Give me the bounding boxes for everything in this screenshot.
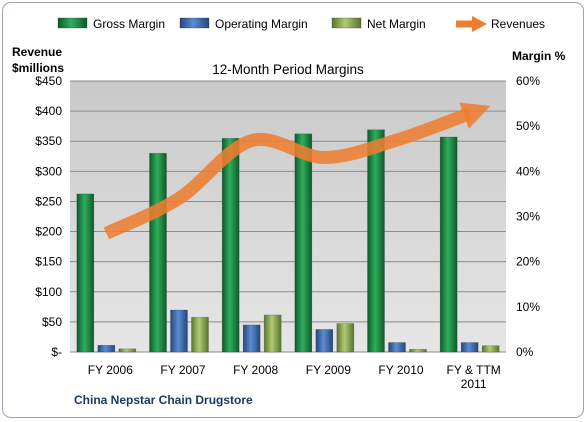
legend-swatch <box>179 17 210 29</box>
revenue-series <box>103 102 491 240</box>
right-tick-label: 30% <box>516 210 540 224</box>
x-tick-label: FY 2009 <box>306 363 351 377</box>
bar-gross-margin <box>76 193 95 353</box>
x-axis-ticks: FY 2006 FY 2007 FY 2008 FY 2009 FY 2010 FY & … <box>88 363 501 391</box>
legend-item-net-margin: Net Margin <box>331 17 426 31</box>
left-tick-label: $350 <box>35 134 62 148</box>
bar-net-margin <box>336 323 355 353</box>
x-tick-label: FY 2010 <box>378 363 423 377</box>
left-axis-ticks: $- $50 $100 $150 $200 $250 $300 $350 $400 $450 <box>35 74 62 359</box>
legend: Gross Margin Operating Margin Net Margin Re… <box>57 16 545 32</box>
left-axis-label-line2: $millions <box>12 61 64 75</box>
legend-item-gross-margin: Gross Margin <box>57 17 165 31</box>
x-tick-label: FY 2006 <box>88 363 133 377</box>
revenue-line <box>103 102 491 240</box>
right-tick-label: 60% <box>516 74 540 88</box>
left-tick-label: $400 <box>35 104 62 118</box>
right-tick-label: 20% <box>516 255 540 269</box>
bar-operating-margin <box>388 342 406 353</box>
gridlines <box>70 80 506 353</box>
right-tick-label: 0% <box>516 345 534 359</box>
right-tick-label: 40% <box>516 164 540 178</box>
left-tick-label: $150 <box>35 255 62 269</box>
left-tick-label: $250 <box>35 194 62 208</box>
legend-label: Operating Margin <box>215 17 308 31</box>
company-name: China Nepstar Chain Drugstore <box>74 393 253 407</box>
left-tick-label: $- <box>51 345 62 359</box>
right-axis-ticks: 0% 10% 20% 30% 40% 50% 60% <box>516 74 540 359</box>
chart-title: 12-Month Period Margins <box>212 62 364 77</box>
x-tick-label: FY & TTM <box>447 363 501 377</box>
left-tick-label: $450 <box>35 74 62 88</box>
left-tick-label: $100 <box>35 285 62 299</box>
x-tick-label: FY 2008 <box>233 363 278 377</box>
legend-label: Gross Margin <box>93 17 165 31</box>
bar-gross-margin <box>149 152 167 353</box>
left-tick-label: $300 <box>35 164 62 178</box>
legend-item-revenues: Revenues <box>456 16 545 32</box>
right-tick-label: 50% <box>516 119 540 133</box>
bar-net-margin <box>409 348 427 353</box>
legend-item-operating-margin: Operating Margin <box>179 17 308 31</box>
bar-net-margin <box>118 348 137 353</box>
bar-net-margin <box>263 314 282 353</box>
bar-gross-margin <box>367 129 385 353</box>
bar-net-margin <box>481 345 500 353</box>
left-tick-label: $200 <box>35 225 62 239</box>
right-axis-label: Margin % <box>512 49 566 63</box>
bar-operating-margin <box>460 342 479 353</box>
bar-operating-margin <box>242 324 261 353</box>
left-axis-label-line1: Revenue <box>12 45 62 59</box>
left-tick-label: $50 <box>42 315 62 329</box>
legend-swatch-arrow <box>472 16 487 32</box>
legend-label: Net Margin <box>367 17 426 31</box>
bar-gross-margin <box>439 136 458 353</box>
bar-net-margin <box>191 316 209 353</box>
bar-operating-margin <box>97 344 116 353</box>
bar-gross-margin <box>294 133 313 353</box>
right-tick-label: 10% <box>516 300 540 314</box>
legend-label: Revenues <box>491 17 545 31</box>
bar-operating-margin <box>315 329 334 353</box>
bar-operating-margin <box>170 309 188 353</box>
legend-swatch <box>57 17 88 29</box>
bar-gross-margin <box>221 138 240 353</box>
legend-swatch <box>331 17 362 29</box>
x-tick-label: FY 2007 <box>160 363 205 377</box>
x-tick-label: 2011 <box>461 377 487 391</box>
